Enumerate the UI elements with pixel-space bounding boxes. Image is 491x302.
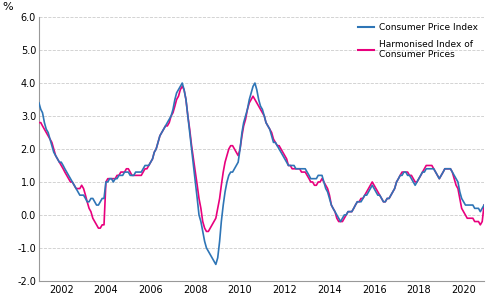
Y-axis label: %: %: [2, 2, 13, 12]
Legend: Consumer Price Index, Harmonised Index of
Consumer Prices: Consumer Price Index, Harmonised Index o…: [355, 20, 481, 63]
